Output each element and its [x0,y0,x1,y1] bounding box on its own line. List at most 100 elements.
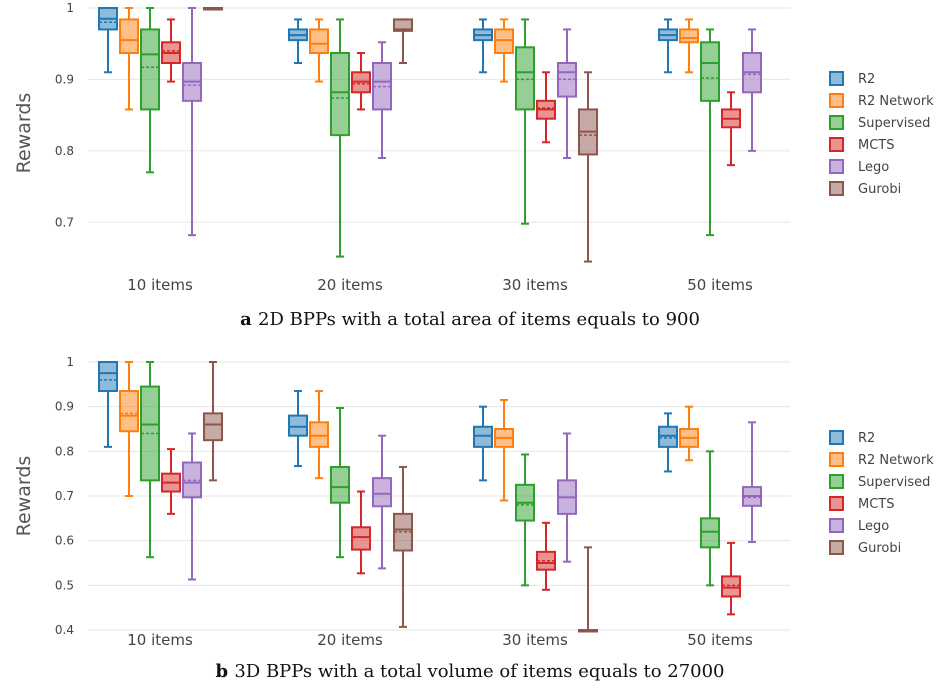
box-iqr [721,575,741,598]
legend-swatch [829,540,844,555]
box-supervised-4 [700,450,720,587]
x-category-label: 20 items [317,631,383,649]
box-lego-4 [742,421,762,544]
box-iqr [679,28,699,44]
chart-panel-a: 0.7 0.8 0.9 1 Rewards 10 items 20 items 30 item… [13,1,934,330]
box-r2-2 [288,390,308,468]
legend-label: R2 [858,72,875,87]
caption-letter: b [215,661,234,682]
x-category-label: 30 items [502,631,568,649]
box-mcts-1 [161,448,181,515]
box-iqr [700,517,720,549]
legend-label: MCTS [858,138,895,153]
box-iqr [494,28,514,54]
box-gurobi-2 [393,18,413,64]
box-r2-1 [98,361,118,448]
box-mcts-1 [161,18,181,83]
x-category-label: 50 items [687,631,753,649]
box-r2-2 [288,18,308,64]
legend-swatch [829,115,844,130]
legend: R2 R2 Network Supervised MCTS Lego Gurobi [829,71,934,197]
box-iqr [309,421,329,448]
box-supervised-2 [330,407,350,559]
box-r2-3 [473,405,493,482]
box-iqr [658,425,678,448]
box-gurobi-3 [578,71,598,263]
box-gurobi-3 [578,546,598,633]
box-r2-4 [658,18,678,74]
y-axis-label: Rewards [13,456,35,537]
box-r2-4 [658,412,678,473]
caption-text: 3D BPPs with a total volume of items equ… [234,661,724,682]
box-mcts-4 [721,91,741,167]
box-lego-3 [557,28,577,159]
box-r2-network-3 [494,18,514,83]
box-iqr [119,18,139,55]
box-r2-network-2 [309,18,329,83]
legend-label: Gurobi [858,541,901,556]
legend-swatch [829,71,844,86]
box-mcts-4 [721,541,741,616]
y-tick-label: 1 [66,1,74,15]
box-supervised-2 [330,18,350,258]
chart-panel-b: 0.4 0.5 0.6 0.7 0.8 0.9 1 Rewards 10 items 20 ite… [13,355,934,682]
box-iqr [98,361,118,393]
box-r2-3 [473,18,493,74]
legend-label: R2 Network [858,94,934,109]
y-tick-label: 0.9 [55,400,74,414]
box-lego-2 [372,41,392,159]
box-lego-1 [182,432,202,581]
box-r2-network-3 [494,398,514,502]
y-tick-label: 1 [66,355,74,369]
legend-label: Supervised [858,116,930,131]
box-iqr [330,465,350,504]
box-supervised-1 [140,361,160,559]
box-gurobi-1 [203,7,223,11]
legend-label: MCTS [858,497,895,512]
box-lego-1 [182,7,202,237]
box-r2-network-1 [119,7,139,111]
box-iqr [372,477,392,508]
x-category-label: 10 items [127,276,193,294]
box-iqr [203,412,223,442]
legend-swatch [829,159,844,174]
legend-swatch [829,181,844,196]
legend-label: Lego [858,519,889,534]
legend-label: R2 [858,431,875,446]
legend-label: Gurobi [858,182,901,197]
legend-swatch [829,452,844,467]
box-r2-1 [98,7,118,74]
box-iqr [700,41,720,102]
figure-caption: a 2D BPPs with a total area of items equ… [240,309,700,330]
x-category-label: 10 items [127,631,193,649]
x-category-label: 30 items [502,276,568,294]
box-mcts-2 [351,52,371,111]
box-r2-network-4 [679,405,699,462]
box-supervised-4 [700,28,720,237]
box-r2-network-1 [119,361,139,497]
box-iqr [330,52,350,137]
y-axis-label: Rewards [13,93,35,174]
y-tick-label: 0.9 [55,72,74,86]
y-tick-label: 0.6 [55,534,74,548]
legend-label: Supervised [858,475,930,490]
box-supervised-3 [515,453,535,587]
legend-swatch [829,93,844,108]
box-r2-network-4 [679,18,699,74]
box-lego-2 [372,434,392,570]
y-tick-label: 0.5 [55,578,74,592]
legend-label: Lego [858,160,889,175]
box-supervised-3 [515,18,535,225]
box-iqr [393,18,413,32]
box-mcts-3 [536,521,556,591]
box-iqr [309,28,329,54]
figure-caption: b 3D BPPs with a total volume of items e… [215,661,724,682]
legend-swatch [829,430,844,445]
box-gurobi-2 [393,465,413,628]
legend-swatch [829,474,844,489]
y-tick-label: 0.7 [55,215,74,229]
box-mcts-3 [536,71,556,144]
box-iqr [288,414,308,437]
box-iqr [515,46,535,111]
